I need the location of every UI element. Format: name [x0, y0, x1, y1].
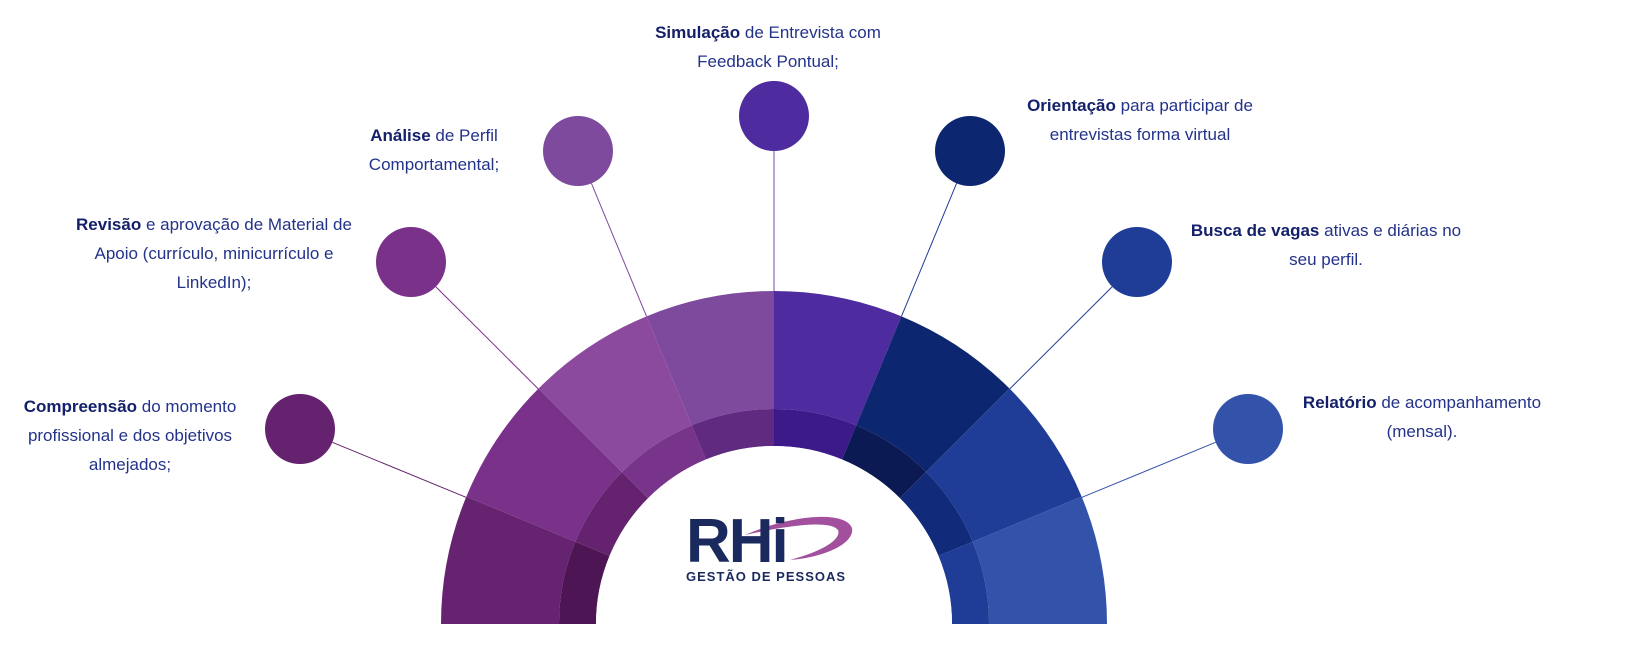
ring-segment — [972, 496, 1107, 624]
logo-name: RHi — [686, 507, 787, 576]
inner-segment — [575, 471, 649, 556]
center-hole — [596, 446, 952, 649]
ring-segment — [774, 291, 902, 426]
item-text: Simulação de Entrevista com Feedback Pon… — [633, 18, 903, 76]
item-text: Compreensão do momento profissional e do… — [5, 392, 255, 479]
connector — [1081, 441, 1216, 498]
ring-segment — [856, 316, 1010, 472]
item-title: Relatório — [1302, 393, 1377, 412]
item-title: Análise — [370, 126, 431, 145]
bullet — [376, 227, 446, 297]
item-description: de Perfil Comportamental; — [368, 126, 500, 174]
inner-segment — [621, 425, 706, 499]
item-text: Análise de Perfil Comportamental; — [349, 121, 519, 179]
bullet — [935, 116, 1005, 186]
bullet — [265, 394, 335, 464]
bullet — [543, 116, 613, 186]
bullet — [739, 81, 809, 151]
connector — [590, 183, 647, 317]
ring-segment — [466, 388, 622, 542]
bullet — [1102, 227, 1172, 297]
item-text: Orientação para participar de entrevista… — [1000, 91, 1280, 149]
item-text: Revisão e aprovação de Material de Apoio… — [64, 210, 364, 297]
logo: RHi GESTÃO DE PESSOAS — [686, 507, 853, 584]
item-description: ativas e diárias no seu perfil. — [1289, 221, 1462, 269]
item-text: Busca de vagas ativas e diárias no seu p… — [1181, 216, 1471, 274]
item-title: Busca de vagas — [1190, 221, 1320, 240]
item-description: do momento profissional e dos objetivos … — [27, 397, 237, 474]
logo-swoosh — [745, 516, 853, 560]
inner-segment — [938, 541, 989, 624]
item-title: Compreensão — [23, 397, 138, 416]
item-description: de Entrevista com Feedback Pontual; — [697, 23, 881, 71]
ring-segment — [926, 388, 1082, 542]
item-text: Relatório de acompanhamento (mensal). — [1282, 388, 1562, 446]
ring-segment — [441, 496, 576, 624]
inner-segment — [899, 471, 973, 556]
item-title: Revisão — [76, 215, 142, 234]
connector — [332, 441, 467, 498]
item-title: Simulação — [655, 23, 741, 42]
bottom-mask — [0, 624, 1628, 649]
connector — [1009, 286, 1113, 390]
bullet — [1213, 394, 1283, 464]
inner-segment — [691, 409, 774, 460]
inner-segment — [559, 541, 610, 624]
connector — [901, 183, 958, 317]
item-title: Orientação — [1027, 96, 1116, 115]
item-description: para participar de entrevistas forma vir… — [1049, 96, 1253, 144]
item-description: de acompanhamento (mensal). — [1381, 393, 1542, 441]
connector — [435, 286, 539, 390]
ring-segment — [538, 316, 692, 472]
logo-tagline: GESTÃO DE PESSOAS — [686, 569, 846, 584]
item-description: e aprovação de Material de Apoio (curríc… — [94, 215, 352, 292]
inner-segment — [774, 409, 857, 460]
ring-segment — [646, 291, 774, 426]
inner-segment — [842, 425, 927, 499]
